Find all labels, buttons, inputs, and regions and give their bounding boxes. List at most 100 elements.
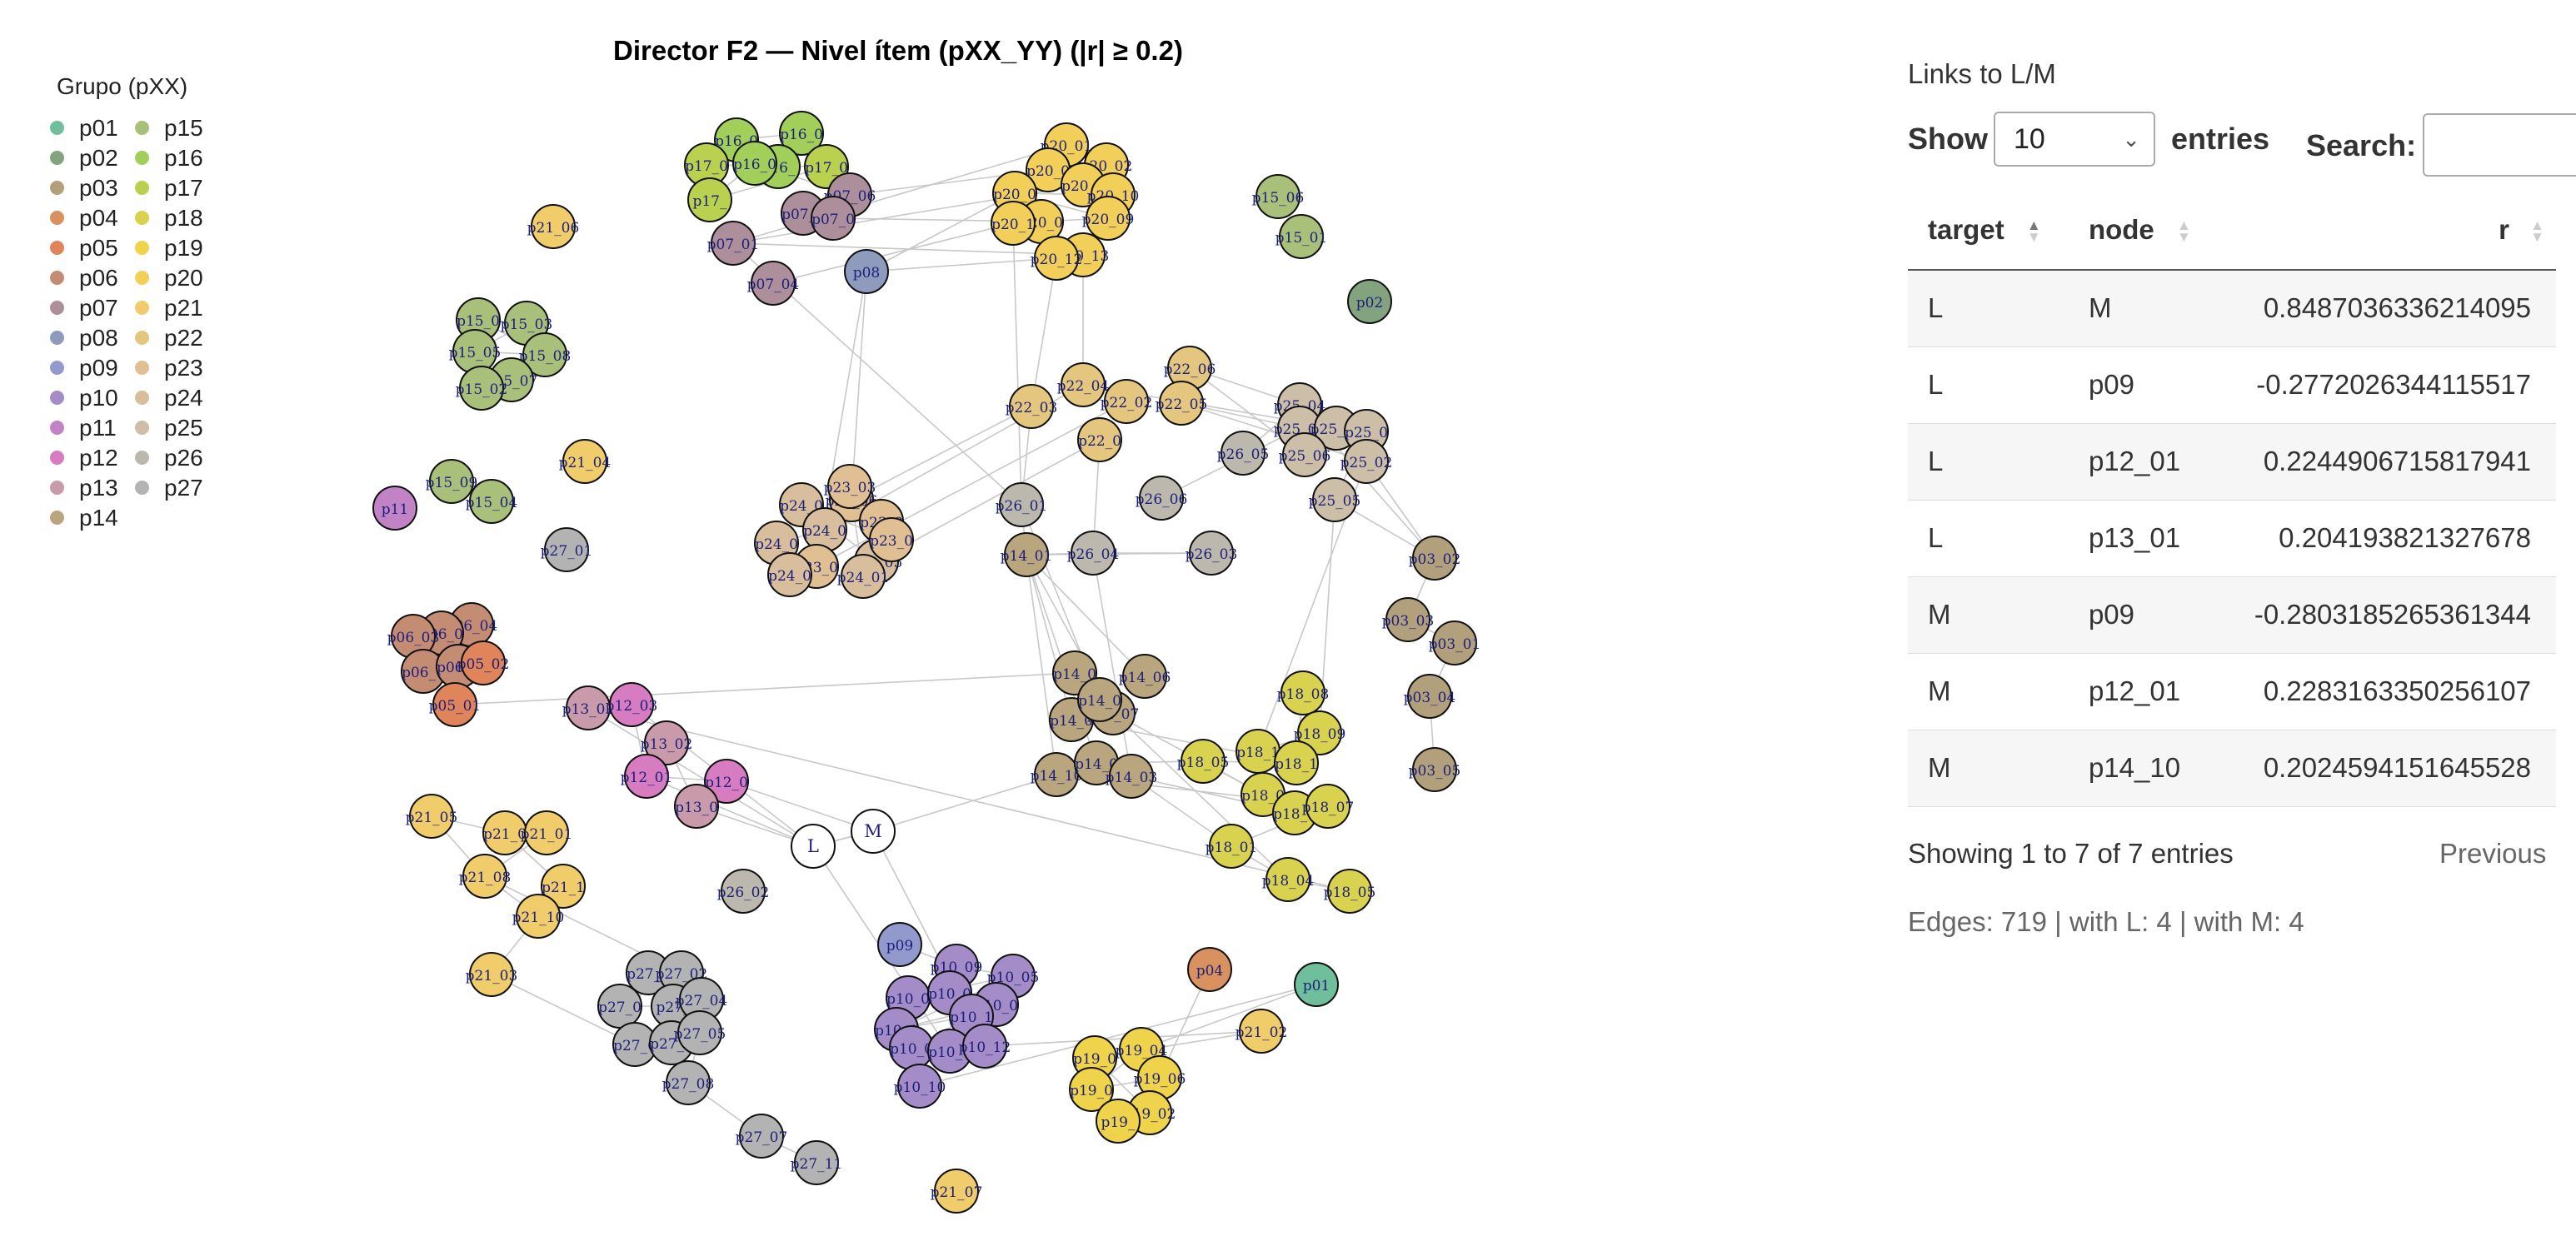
graph-node-p18[interactable]: p18_1	[1274, 740, 1319, 785]
graph-node-p09[interactable]: p09	[877, 922, 922, 967]
graph-node-p05[interactable]: p05_01	[429, 682, 482, 727]
graph-node-p03[interactable]: p03_03	[1382, 597, 1435, 642]
graph-node-p26[interactable]: p26_03	[1186, 531, 1238, 576]
graph-node-p17[interactable]: p17_0	[684, 142, 729, 187]
graph-node-p06[interactable]: p06_0	[401, 649, 446, 694]
previous-button[interactable]: Previous	[2439, 838, 2547, 869]
graph-node-p21[interactable]: p21_02	[1236, 1009, 1288, 1054]
graph-node-p21[interactable]: p21_1	[541, 864, 586, 909]
graph-node-p21[interactable]: p21_04	[559, 439, 612, 484]
graph-node-p12[interactable]: p12_01	[621, 754, 673, 799]
graph-node-p17[interactable]: p17_0	[804, 144, 849, 189]
entries-select[interactable]: 10 ⌄	[1994, 112, 2155, 167]
graph-node-p07[interactable]: p07_04	[747, 261, 800, 306]
graph-node-p15[interactable]: p15_06	[1252, 174, 1305, 219]
graph-node-p27[interactable]: p27_11	[791, 1140, 843, 1185]
graph-node-p14[interactable]: p14_03	[1106, 754, 1158, 799]
graph-node-p24[interactable]: p24_0	[767, 552, 812, 597]
graph-node-p07[interactable]: p07_0	[811, 196, 856, 241]
graph-node-p26[interactable]: p26_05	[1217, 431, 1270, 476]
graph-node-p03[interactable]: p03_05	[1409, 747, 1461, 792]
column-header-node[interactable]: node ▲ ▼	[2068, 190, 2219, 271]
graph-node-p14[interactable]: p14_0	[1074, 740, 1119, 785]
graph-node-p23[interactable]: p23_03	[824, 464, 876, 509]
graph-node-p18[interactable]: p18_05	[1324, 869, 1376, 914]
graph-node-p18[interactable]: p18_05	[1177, 739, 1230, 784]
graph-node-p10[interactable]: p10_0	[889, 1025, 934, 1070]
graph-node-p18[interactable]: p18_07	[1302, 784, 1355, 829]
graph-node-p26[interactable]: p26_01	[996, 482, 1048, 527]
graph-node-p10[interactable]: p10_0	[927, 1029, 972, 1074]
graph-node-p24[interactable]: p24_0	[779, 482, 824, 527]
graph-node-p27[interactable]: p27_07	[736, 1114, 788, 1159]
graph-node-p14[interactable]: p14_0	[1077, 677, 1122, 722]
graph-node-p03[interactable]: p03_02	[1409, 536, 1461, 581]
graph-node-p15[interactable]: p15_04	[466, 479, 518, 524]
graph-node-p20[interactable]: p20_1	[1061, 162, 1106, 207]
graph-node-p21[interactable]: p21_01	[521, 810, 573, 855]
graph-node-p26[interactable]: p26_02	[717, 869, 770, 914]
graph-node-p22[interactable]: p22_04	[1057, 362, 1110, 407]
graph-node-LM[interactable]: M	[851, 809, 896, 854]
graph-node-p13[interactable]: p13_0	[674, 784, 719, 829]
graph-node-p14[interactable]: p14_10	[1031, 752, 1083, 797]
graph-node-p26[interactable]: p26_06	[1136, 476, 1188, 521]
graph-node-p15[interactable]: p15_02	[456, 366, 508, 411]
search-input[interactable]	[2423, 113, 2576, 177]
graph-node-p15[interactable]: p15_01	[1276, 214, 1328, 259]
graph-node-p10[interactable]: p10_12	[959, 1024, 1011, 1069]
graph-node-p18[interactable]: p18_09	[1294, 710, 1346, 755]
graph-node-p18[interactable]: p18_01	[1206, 824, 1258, 869]
graph-node-p17[interactable]: p17_	[687, 177, 732, 222]
graph-node-p08[interactable]: p08	[844, 249, 889, 294]
graph-node-p24[interactable]: p24_01	[837, 554, 890, 599]
graph-node-p22[interactable]: p22_05	[1156, 381, 1208, 426]
graph-node-p25[interactable]: p25_06	[1279, 432, 1331, 477]
graph-node-p13[interactable]: p13_01	[562, 685, 615, 730]
graph-node-p27[interactable]: p27_05	[674, 1010, 726, 1055]
graph-node-p21[interactable]: p21_05	[406, 794, 458, 839]
graph-node-p10[interactable]: p10_10	[894, 1064, 946, 1109]
graph-node-p03[interactable]: p03_04	[1404, 674, 1456, 719]
graph-node-p22[interactable]: p22_0	[1077, 417, 1122, 462]
graph-node-p16[interactable]: p16_0	[779, 111, 824, 156]
graph-node-p27[interactable]: p27_08	[662, 1060, 715, 1105]
graph-node-p12[interactable]: p12_03	[606, 682, 658, 727]
graph-node-p19[interactable]: p19_	[1096, 1099, 1141, 1144]
graph-node-p22[interactable]: p22_03	[1006, 384, 1058, 429]
graph-node-p14[interactable]: p14_01	[1001, 532, 1053, 577]
graph-node-p16[interactable]: p16_0	[732, 141, 777, 186]
graph-node-p04[interactable]: p04	[1187, 947, 1232, 992]
graph-node-p20[interactable]: p20_09	[1082, 196, 1135, 241]
graph-node-p27[interactable]: p27_01	[541, 527, 593, 572]
graph-node-p27[interactable]: p27_0	[597, 984, 642, 1029]
graph-node-p02[interactable]: p02	[1347, 279, 1392, 324]
graph-node-LM[interactable]: L	[791, 824, 836, 869]
graph-node-p13[interactable]: p13_02	[641, 720, 693, 765]
graph-node-p18[interactable]: p18_1	[1236, 729, 1281, 774]
graph-node-p18[interactable]: p18_08	[1277, 670, 1330, 715]
graph-node-p05[interactable]: p05_02	[457, 640, 510, 685]
graph-node-p20[interactable]: p20_12	[1031, 236, 1083, 281]
graph-node-p07[interactable]: p07_01	[707, 221, 760, 266]
graph-node-p23[interactable]: p23_0	[869, 517, 914, 562]
graph-node-p15[interactable]: p15_05	[449, 329, 502, 374]
graph-node-p26[interactable]: p26_04	[1067, 531, 1120, 576]
graph-node-p10[interactable]: p10_09	[931, 944, 983, 989]
graph-node-p27[interactable]: p27_0	[626, 950, 671, 995]
graph-node-p22[interactable]: p22_02	[1101, 379, 1153, 424]
graph-node-p20[interactable]: p20_1	[991, 201, 1036, 246]
graph-node-p21[interactable]: p21_08	[459, 854, 512, 899]
graph-node-p21[interactable]: p21_07	[931, 1169, 983, 1214]
graph-node-p21[interactable]: p21_10	[512, 894, 565, 939]
graph-node-p21[interactable]: p21_03	[466, 952, 518, 997]
graph-node-p12[interactable]: p12_0	[704, 759, 749, 804]
graph-node-p15[interactable]: p15_08	[519, 332, 572, 377]
graph-node-p25[interactable]: p25_02	[1340, 439, 1393, 484]
graph-node-p18[interactable]: p18_0	[1241, 772, 1286, 817]
column-header-target[interactable]: target ▲ ▼	[1908, 190, 2069, 271]
column-header-r[interactable]: r ▲ ▼	[2218, 190, 2556, 271]
graph-node-p14[interactable]: p14_06	[1119, 654, 1171, 699]
graph-node-p15[interactable]: p15_09	[426, 459, 478, 504]
